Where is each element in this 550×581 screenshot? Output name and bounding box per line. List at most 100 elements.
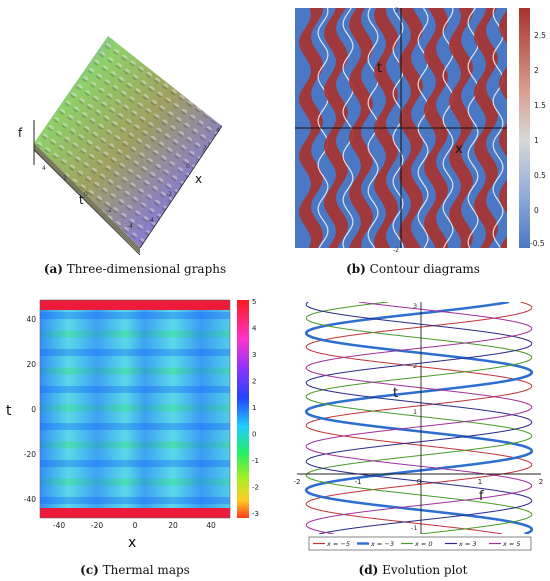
- c-t-label: t: [6, 403, 12, 419]
- caption-b: (b) Contour diagrams: [346, 262, 480, 276]
- c-x-tick: 0: [133, 521, 138, 530]
- a-x-label: x: [195, 172, 202, 186]
- a-x-tick: -4: [148, 217, 154, 224]
- caption-d: (d) Evolution plot: [359, 563, 468, 577]
- d-top-tick: 3: [413, 302, 417, 310]
- panel-a-surface-chart: f t x 4 2 0 -2 -4 -4 -2 0 2 4: [18, 36, 223, 255]
- c-cb-tick: 3: [252, 351, 256, 359]
- caption-a-label: (a): [43, 262, 63, 276]
- d-legend-entry: x = 3: [458, 540, 477, 548]
- c-cb-tick: 2: [252, 378, 256, 386]
- a-x-tick: -2: [166, 191, 172, 198]
- c-y-ticks: -40 -20 0 20 40: [24, 315, 36, 504]
- b-top-tick: 2: [395, 7, 399, 14]
- c-cb-tick: -1: [252, 457, 259, 465]
- b-cb-tick: 1: [534, 136, 539, 145]
- c-vertical-bands: [40, 300, 230, 518]
- c-bottom-edge: [40, 508, 230, 518]
- d-t-tick: 1: [413, 408, 417, 416]
- a-t-label: t: [79, 193, 84, 207]
- a-x-tick: 2: [203, 145, 207, 152]
- d-x-tick: -1: [355, 478, 362, 486]
- c-y-tick: 20: [26, 360, 36, 369]
- caption-b-label: (b): [346, 262, 366, 276]
- a-t-tick: -4: [127, 223, 133, 230]
- d-x-ticks: -2 -1 0 1 2: [294, 478, 544, 486]
- c-colorbar: [237, 300, 249, 518]
- a-x-tick: 4: [216, 127, 220, 134]
- c-x-tick: 20: [168, 521, 178, 530]
- a-x-ticks: -4 -2 0 2 4: [148, 127, 220, 224]
- b-cb-tick: 0.5: [534, 171, 546, 180]
- caption-c-text: Thermal maps: [102, 563, 190, 577]
- caption-c-label: (c): [80, 563, 99, 577]
- caption-c: (c) Thermal maps: [80, 563, 190, 577]
- d-legend-box: [308, 536, 532, 551]
- panel-b-contour-chart: t x 2 -2 2.5 2 1.5 1 0.5 0 -0.5: [295, 7, 546, 254]
- d-t-label: t: [393, 386, 398, 401]
- c-x-label: x: [128, 535, 136, 551]
- d-series-line: [305, 302, 533, 534]
- d-series-line: [304, 302, 534, 534]
- b-cb-tick: 0: [534, 206, 539, 215]
- a-x-tick: 0: [186, 163, 190, 170]
- c-colorbar-ticks: 5 4 3 2 1 0 -1 -2 -3: [252, 298, 259, 518]
- b-cb-tick: 2.5: [534, 31, 546, 40]
- b-x-label: x: [455, 142, 463, 157]
- b-colorbar-ticks: 2.5 2 1.5 1 0.5 0 -0.5: [530, 31, 546, 248]
- d-f-label: f: [479, 489, 484, 504]
- b-cb-tick: 1.5: [534, 101, 546, 110]
- a-t-tick: 2: [63, 175, 67, 182]
- d-legend-entry: x = 5: [502, 540, 521, 548]
- a-t-tick: -2: [106, 207, 112, 214]
- d-legend-entry: x = −3: [370, 540, 394, 548]
- caption-d-label: (d): [358, 563, 379, 577]
- a-t-tick: 4: [42, 165, 46, 172]
- a-x-axis: [139, 125, 223, 249]
- b-colorbar: [519, 8, 530, 248]
- c-top-edge: [40, 300, 230, 310]
- c-x-tick: 40: [206, 521, 216, 530]
- caption-d-text: Evolution plot: [382, 563, 468, 577]
- d-x-tick: -2: [294, 478, 301, 486]
- d-series-line: [305, 302, 533, 534]
- d-t-tick: -1: [411, 524, 417, 532]
- b-cb-tick: -0.5: [530, 239, 545, 248]
- caption-a: (a) Three-dimensional graphs: [44, 262, 226, 276]
- b-bottom-tick: -2: [393, 247, 399, 254]
- c-frame: [39, 299, 231, 519]
- d-legend: x = −5 x = −3 x = 0 x = 3 x = 5: [313, 540, 521, 548]
- c-cb-tick: 5: [252, 298, 256, 306]
- caption-b-text: Contour diagrams: [369, 262, 480, 276]
- b-contour-band: [499, 9, 507, 248]
- a-t-ticks: 4 2 0 -2 -4: [42, 165, 133, 230]
- c-y-tick: 0: [31, 405, 36, 414]
- a-f-label: f: [18, 126, 23, 140]
- c-cb-tick: 4: [252, 325, 257, 333]
- c-y-tick: -40: [24, 495, 36, 504]
- d-legend-entry: x = −5: [326, 540, 350, 548]
- c-cb-tick: -3: [252, 510, 259, 518]
- d-t-tick: 2: [413, 362, 417, 370]
- c-cb-tick: 1: [252, 404, 256, 412]
- c-x-ticks: -40 -20 0 20 40: [53, 521, 216, 530]
- surface-body: [34, 36, 222, 254]
- c-cb-tick: 0: [252, 431, 256, 439]
- c-y-tick: 40: [26, 315, 36, 324]
- d-legend-entry: x = 0: [414, 540, 433, 548]
- panel-c-thermal-chart: -40 -20 0 20 40 -40 -20 0 20 40 t x 5 4 3 2 1 0 -1 -2 -3: [6, 298, 259, 551]
- a-t-axis: [33, 149, 141, 255]
- c-x-tick: -40: [53, 521, 65, 530]
- c-y-tick: -20: [24, 450, 36, 459]
- d-x-tick: 2: [539, 478, 543, 486]
- c-cb-tick: -2: [252, 484, 259, 492]
- caption-a-text: Three-dimensional graphs: [66, 262, 227, 276]
- d-x-tick: 1: [478, 478, 482, 486]
- b-cb-tick: 2: [534, 66, 539, 75]
- b-t-label: t: [377, 61, 382, 76]
- a-t-tick: 0: [84, 191, 88, 198]
- d-series-line: [305, 302, 533, 534]
- d-series-lines: [304, 302, 534, 534]
- c-x-tick: -20: [91, 521, 103, 530]
